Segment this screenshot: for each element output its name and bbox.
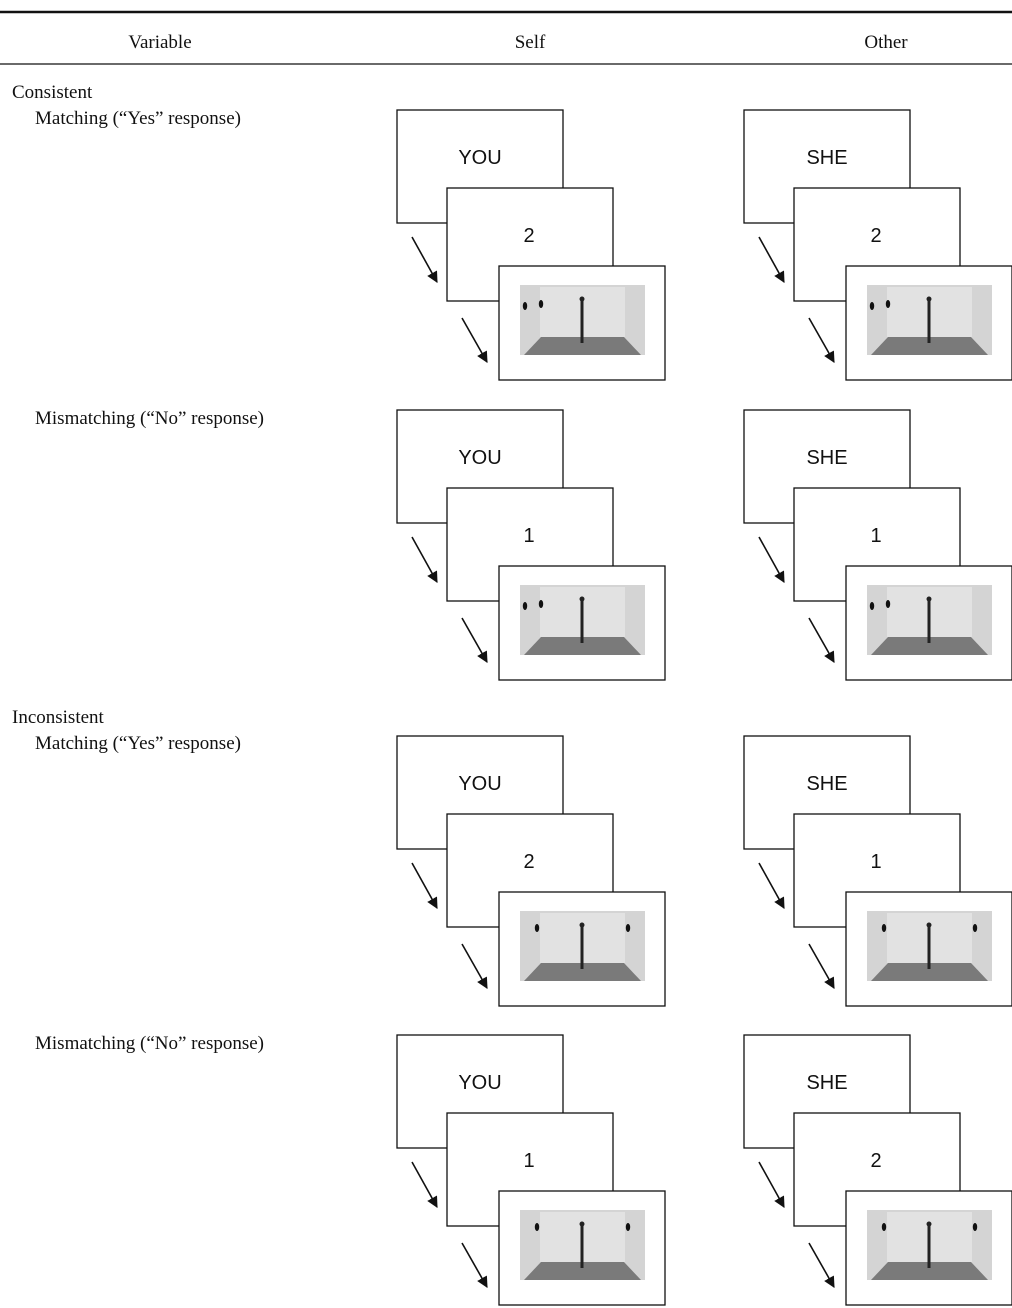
arrow — [808, 317, 835, 363]
pronoun-text: SHE — [806, 147, 847, 169]
scene-figure-head — [579, 1221, 585, 1227]
arrow — [461, 1242, 488, 1288]
number-text: 1 — [870, 525, 881, 547]
row-label: Mismatching (“No” response) — [35, 408, 264, 429]
arrow — [758, 536, 785, 583]
column-header: Other — [864, 32, 908, 53]
scene-floor — [871, 337, 988, 355]
pronoun-text: SHE — [806, 773, 847, 795]
scene-figure-head — [926, 1221, 932, 1227]
arrow — [808, 617, 835, 663]
pronoun-text: SHE — [806, 447, 847, 469]
number-text: 2 — [870, 225, 881, 247]
pronoun-text: YOU — [458, 147, 501, 169]
scene-floor — [524, 337, 641, 355]
arrow — [461, 317, 488, 363]
scene-floor — [871, 963, 988, 981]
number-text: 2 — [523, 225, 534, 247]
arrow — [808, 943, 835, 989]
scene-dot — [881, 924, 887, 932]
number-text: 1 — [523, 1150, 534, 1172]
arrow — [461, 617, 488, 663]
scene-figure-head — [926, 296, 932, 302]
pronoun-text: YOU — [458, 773, 501, 795]
arrow — [411, 1161, 438, 1208]
number-text: 1 — [523, 525, 534, 547]
row-label: Matching (“Yes” response) — [35, 108, 241, 129]
arrow — [758, 862, 785, 909]
column-header: Self — [515, 32, 546, 53]
scene-dot — [885, 600, 891, 608]
scene-floor — [524, 963, 641, 981]
scene-dot — [522, 302, 528, 310]
arrow — [411, 236, 438, 283]
scene-dot — [538, 300, 544, 308]
scene-dot — [885, 300, 891, 308]
scene-dot — [534, 1223, 540, 1231]
scene-figure-head — [579, 596, 585, 602]
scene-dot — [881, 1223, 887, 1231]
scene-dot — [625, 924, 631, 932]
scene-dot — [869, 602, 875, 610]
scene-floor — [524, 637, 641, 655]
arrow — [758, 1161, 785, 1208]
arrow — [411, 536, 438, 583]
scene-dot — [972, 924, 978, 932]
scene-dot — [534, 924, 540, 932]
scene-dot — [522, 602, 528, 610]
arrow — [808, 1242, 835, 1288]
scene-figure-head — [926, 922, 932, 928]
scene-dot — [972, 1223, 978, 1231]
group-label: Inconsistent — [12, 707, 105, 728]
number-text: 2 — [870, 1150, 881, 1172]
row-label: Matching (“Yes” response) — [35, 733, 241, 754]
pronoun-text: YOU — [458, 447, 501, 469]
scene-floor — [871, 637, 988, 655]
scene-dot — [625, 1223, 631, 1231]
scene-figure-head — [579, 922, 585, 928]
row-label: Mismatching (“No” response) — [35, 1033, 264, 1054]
arrow — [461, 943, 488, 989]
number-text: 2 — [523, 851, 534, 873]
arrow — [758, 236, 785, 283]
scene-dot — [538, 600, 544, 608]
number-text: 1 — [870, 851, 881, 873]
scene-figure-head — [579, 296, 585, 302]
scene-floor — [524, 1262, 641, 1280]
group-label: Consistent — [12, 82, 93, 103]
arrow — [411, 862, 438, 909]
scene-figure-head — [926, 596, 932, 602]
pronoun-text: YOU — [458, 1072, 501, 1094]
scene-dot — [869, 302, 875, 310]
column-header: Variable — [128, 32, 191, 53]
scene-floor — [871, 1262, 988, 1280]
pronoun-text: SHE — [806, 1072, 847, 1094]
